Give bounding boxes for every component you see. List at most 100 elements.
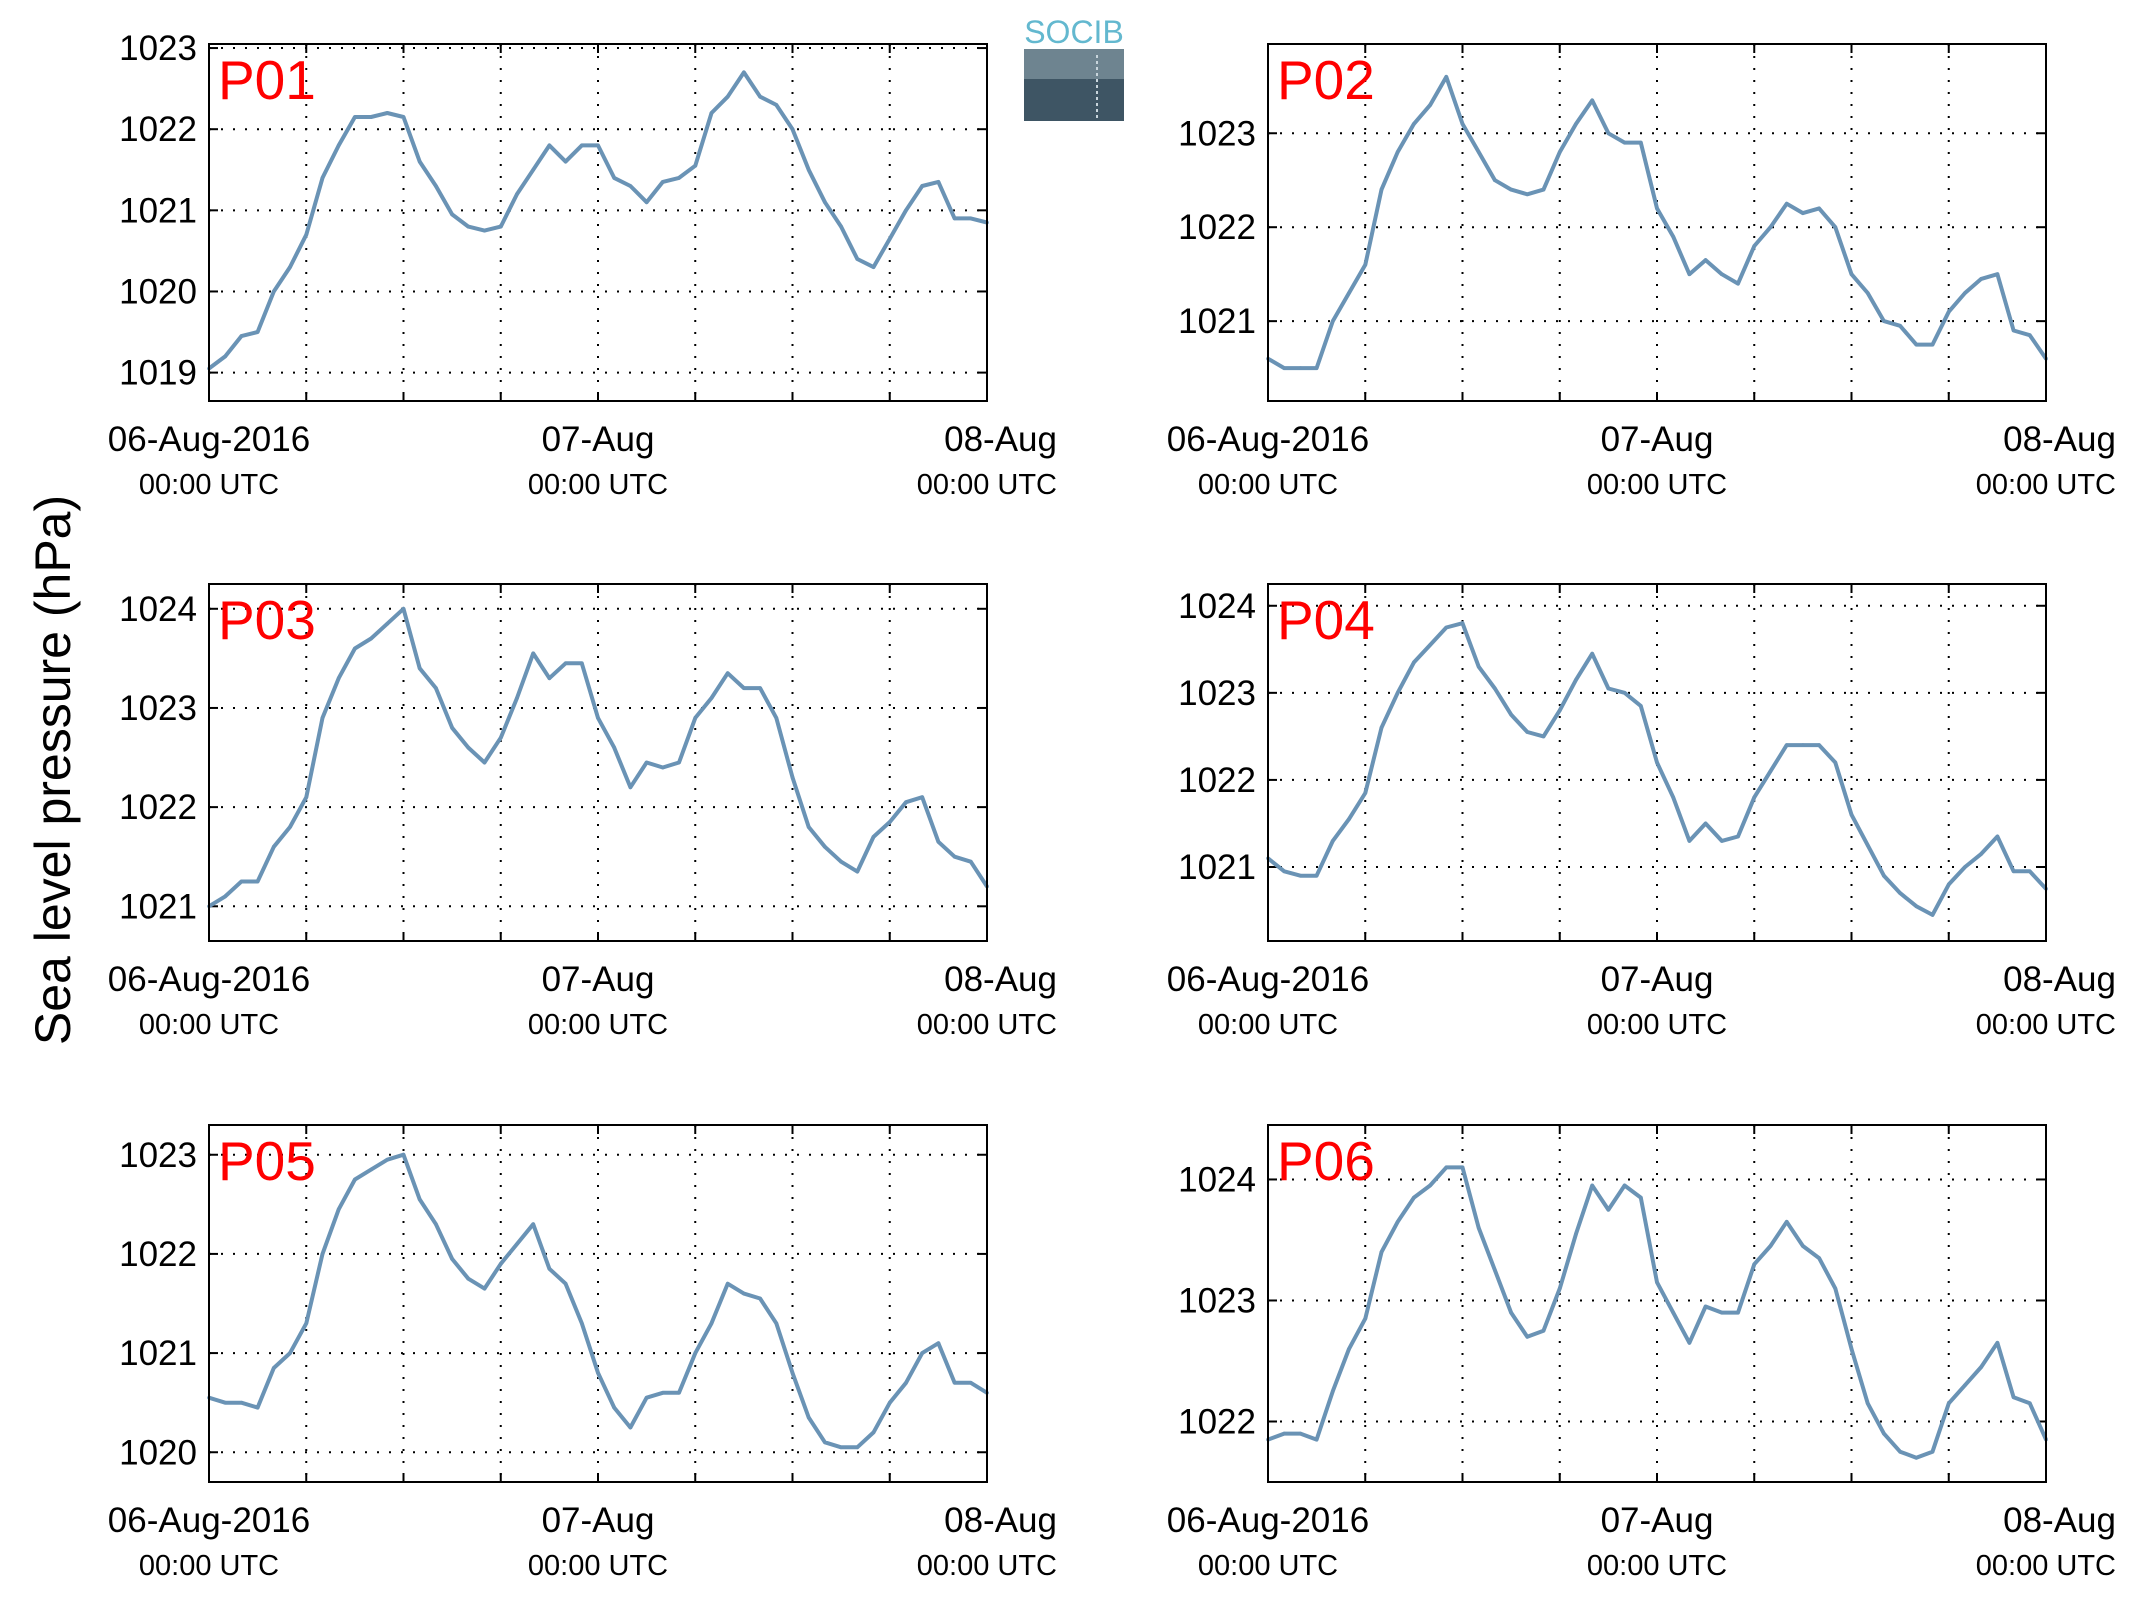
axes-box: [208, 583, 988, 942]
data-point: [1963, 1383, 1967, 1387]
socib-logo: SOCIB: [1024, 14, 1124, 121]
x-tick-label: 07-Aug: [1601, 1501, 1714, 1540]
data-point: [1833, 1286, 1838, 1291]
data-point: [1914, 342, 1919, 347]
data-point: [1720, 839, 1724, 843]
y-tick-label: 1024: [119, 590, 197, 629]
data-point: [1865, 291, 1870, 295]
data-point: [434, 686, 438, 690]
data-point: [1801, 1244, 1805, 1248]
data-point: [1574, 678, 1578, 682]
data-point: [1849, 812, 1854, 817]
data-point: [644, 200, 649, 204]
chart-panel-p03: 1021 1022 1023 1024 06-Aug-2016 00:00 UTC 07-A…: [108, 583, 1057, 1041]
x-tick-sublabel: 00:00 UTC: [139, 469, 279, 501]
data-point: [1590, 98, 1594, 103]
data-point: [823, 1440, 827, 1445]
data-point: [580, 143, 584, 148]
data-point: [806, 825, 811, 829]
data-point: [628, 785, 633, 790]
data-point: [709, 696, 714, 700]
data-point: [336, 676, 341, 680]
data-point: [1622, 140, 1627, 145]
data-point: [1606, 1207, 1611, 1212]
data-point: [661, 1391, 665, 1395]
data-point: [482, 760, 487, 765]
y-tick-label: 1022: [1178, 1402, 1256, 1441]
data-point: [855, 1445, 860, 1450]
data-point: [1947, 309, 1951, 314]
data-point: [1882, 873, 1886, 878]
data-point: [693, 163, 698, 168]
data-point: [774, 716, 779, 720]
figure-ylabel: Sea level pressure (hPa): [25, 495, 81, 1045]
data-point: [1720, 1310, 1724, 1315]
data-point: [369, 1167, 373, 1172]
data-point: [790, 127, 795, 131]
data-point: [1865, 843, 1870, 847]
data-point: [936, 840, 941, 844]
data-point: [758, 686, 762, 690]
data-point: [774, 103, 779, 107]
data-point: [790, 1371, 795, 1375]
x-tick-sublabel: 00:00 UTC: [1587, 1550, 1727, 1582]
data-point: [1493, 178, 1497, 182]
data-point: [1379, 187, 1384, 192]
data-point: [644, 1395, 649, 1400]
data-point: [920, 795, 924, 799]
data-point: [1525, 1335, 1530, 1339]
x-tick-label: 06-Aug-2016: [108, 960, 310, 999]
data-point: [1525, 730, 1530, 734]
data-point: [936, 180, 941, 184]
data-point: [1671, 1310, 1675, 1315]
data-point: [1914, 1456, 1919, 1460]
data-point: [547, 676, 552, 680]
data-point: [1687, 839, 1692, 843]
y-tick-label: 1022: [119, 1235, 197, 1274]
data-point: [1460, 122, 1465, 126]
data-point: [531, 1222, 535, 1226]
data-point: [1752, 244, 1757, 248]
data-point: [806, 168, 811, 172]
data-point: [2028, 333, 2032, 338]
data-point: [1703, 821, 1708, 826]
y-tick-label: 1022: [119, 110, 197, 149]
y-tick-label: 1020: [119, 272, 197, 311]
data-point: [417, 666, 422, 671]
x-tick-sublabel: 00:00 UTC: [139, 1009, 279, 1041]
data-point: [1930, 1449, 1935, 1454]
data-point: [385, 1157, 390, 1162]
data-point: [482, 1286, 487, 1291]
data-point: [936, 1341, 941, 1345]
data-point: [1363, 263, 1368, 267]
data-point: [304, 232, 309, 237]
data-point: [336, 1207, 341, 1212]
pressure-series-line: [1266, 621, 2048, 917]
data-point: [920, 1351, 924, 1355]
axes-box: [1267, 583, 2047, 942]
data-point: [547, 143, 552, 148]
data-point: [353, 115, 357, 119]
data-point: [1314, 873, 1319, 878]
x-tick-label: 06-Aug-2016: [1167, 960, 1369, 999]
data-point: [515, 1242, 519, 1246]
data-point: [693, 1351, 698, 1355]
x-tick-sublabel: 00:00 UTC: [528, 469, 668, 501]
x-tick-sublabel: 00:00 UTC: [1976, 1550, 2116, 1582]
data-point: [1979, 1365, 1983, 1369]
x-tick-label: 08-Aug: [944, 1501, 1057, 1540]
data-point: [888, 1400, 892, 1405]
data-point: [369, 636, 373, 641]
data-point: [790, 775, 795, 780]
data-point: [839, 1445, 843, 1450]
data-point: [1963, 865, 1967, 869]
data-point: [904, 800, 908, 804]
data-point: [1444, 625, 1449, 630]
data-point: [1331, 1389, 1335, 1393]
data-point: [531, 168, 535, 172]
data-point: [1412, 1195, 1416, 1200]
data-point: [806, 1415, 811, 1420]
data-point: [223, 354, 227, 359]
data-point: [1282, 869, 1286, 874]
